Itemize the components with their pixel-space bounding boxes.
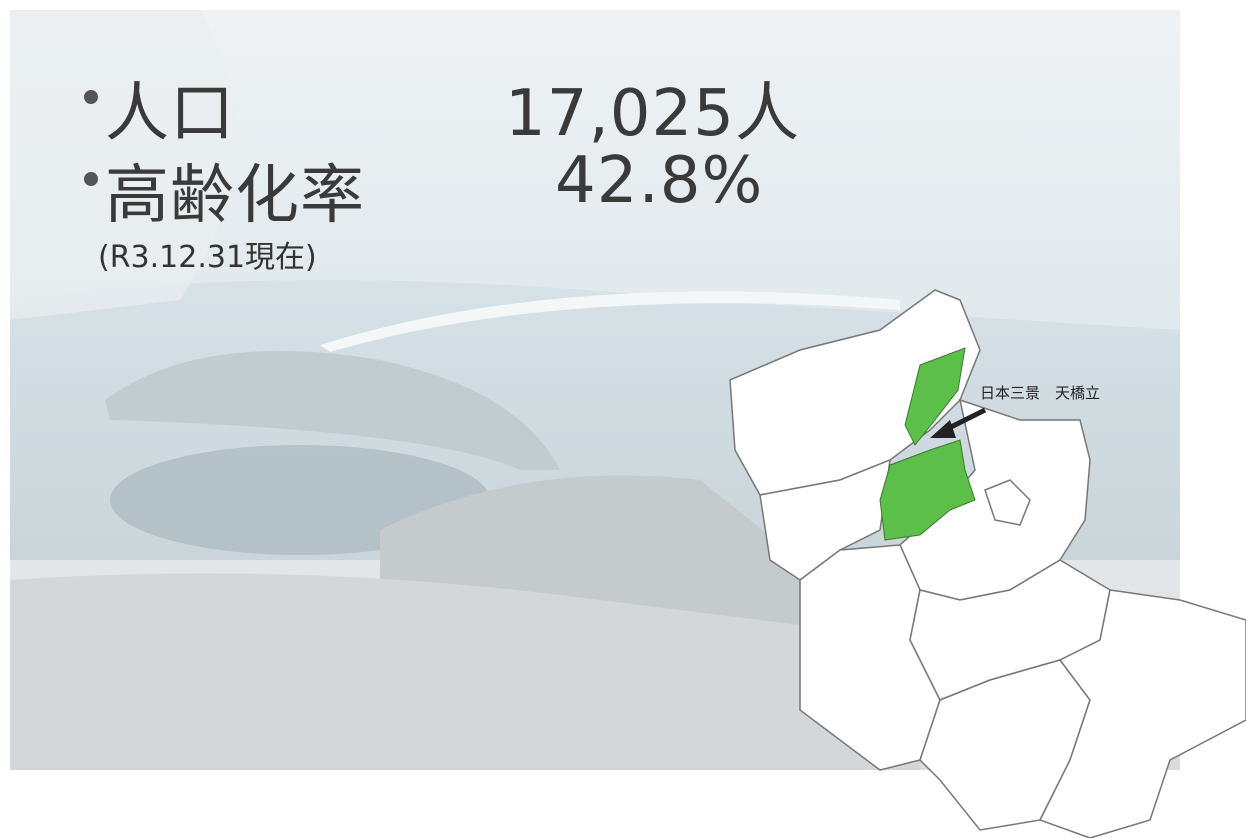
map-label: 日本三景 天橋立 bbox=[980, 384, 1101, 402]
arrow-head bbox=[930, 420, 956, 438]
mountain bbox=[10, 10, 236, 320]
region bbox=[1038, 589, 1246, 838]
region bbox=[759, 458, 891, 581]
stat-value: 17,025人 bbox=[505, 77, 800, 151]
island bbox=[984, 479, 1031, 526]
map bbox=[729, 289, 1246, 838]
bullet bbox=[84, 172, 98, 186]
highlight-region bbox=[879, 347, 976, 541]
stat-label: 高齢化率 bbox=[105, 159, 365, 233]
sandbar bbox=[320, 291, 900, 352]
stat-value: 42.8% bbox=[555, 144, 764, 218]
bullet bbox=[84, 90, 98, 104]
forest bbox=[105, 351, 560, 470]
town bbox=[10, 573, 920, 770]
stat-label: 人口 bbox=[105, 77, 235, 151]
note: (R3.12.31現在) bbox=[98, 240, 317, 275]
